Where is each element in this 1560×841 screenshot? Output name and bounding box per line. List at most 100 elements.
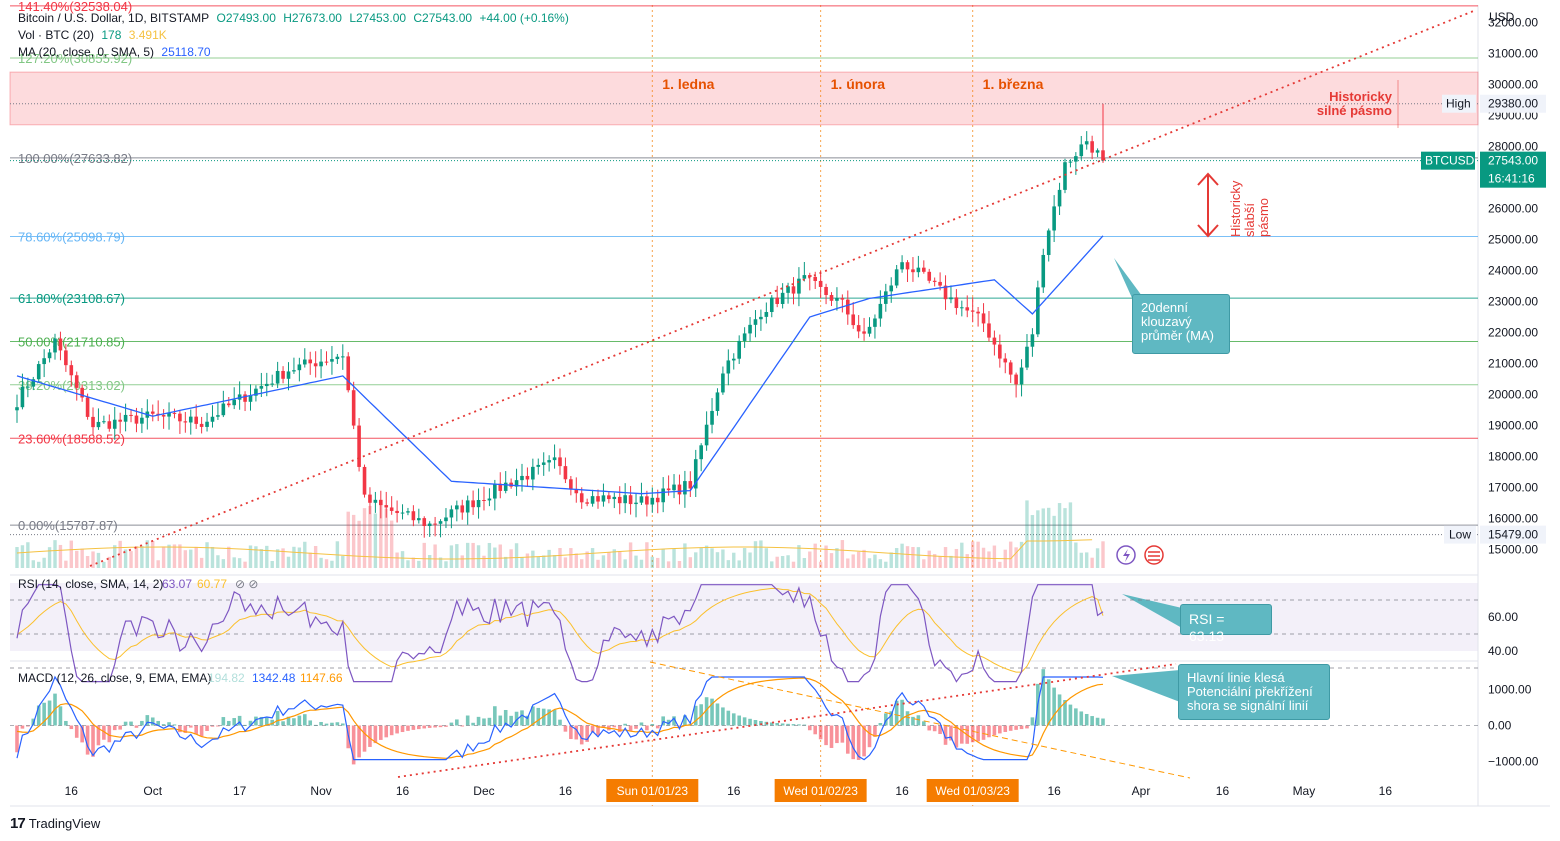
macd-histogram-bar bbox=[1068, 704, 1073, 726]
macd-histogram-bar bbox=[444, 725, 448, 727]
candle-body bbox=[26, 386, 30, 388]
volume-bar bbox=[476, 545, 481, 568]
candle-body bbox=[270, 383, 275, 385]
macd-histogram-bar bbox=[20, 725, 25, 729]
tradingview-logo-icon[interactable]: 17 bbox=[10, 815, 26, 832]
volume-bar bbox=[742, 548, 747, 568]
candle-body bbox=[563, 466, 568, 480]
volume-bar bbox=[53, 540, 57, 568]
candle-body bbox=[628, 495, 633, 505]
volume-bar bbox=[411, 557, 416, 568]
candle-body bbox=[449, 509, 454, 518]
volume-bar bbox=[1085, 552, 1089, 568]
volume-bar bbox=[607, 552, 611, 568]
volume-bar bbox=[661, 549, 665, 568]
macd-histogram-bar bbox=[753, 720, 758, 726]
volume-bar bbox=[20, 545, 25, 568]
macd-histogram-bar bbox=[330, 722, 334, 726]
volume-bar bbox=[379, 505, 383, 568]
candle-body bbox=[493, 483, 497, 499]
volume-bar bbox=[460, 555, 464, 568]
candle-body bbox=[818, 280, 823, 287]
macd-histogram-bar bbox=[482, 718, 486, 726]
time-axis-tick: 16 bbox=[895, 784, 909, 798]
macd-histogram-bar bbox=[281, 721, 285, 726]
macd-histogram-bar bbox=[178, 725, 182, 733]
macd-histogram-bar bbox=[612, 725, 617, 728]
time-axis-tick: Apr bbox=[1132, 784, 1151, 798]
volume-value: 178 bbox=[101, 28, 122, 42]
ma-indicator-name[interactable]: MA (20, close, 0, SMA, 5) bbox=[18, 45, 155, 59]
fib-level-label: 100.00%(27633.82) bbox=[18, 151, 132, 166]
candle-body bbox=[96, 421, 101, 428]
candle-body bbox=[210, 416, 215, 422]
ma-callout: 20denní klouzavý průměr (MA) bbox=[1132, 294, 1230, 354]
candle-body bbox=[726, 360, 731, 374]
date-highlight-label: Sun 01/01/23 bbox=[617, 784, 689, 798]
macd-histogram-bar bbox=[927, 725, 932, 731]
macd-title: MACD (12, 26, close, 9, EMA, EMA) bbox=[18, 671, 211, 685]
candle-body bbox=[525, 475, 530, 480]
candle-body bbox=[91, 416, 95, 428]
macd-main-line bbox=[16, 675, 1104, 761]
time-axis-tick: May bbox=[1293, 784, 1316, 798]
price-axis-tick: 25000.00 bbox=[1488, 233, 1538, 247]
macd-histogram-bar bbox=[259, 716, 264, 726]
macd-histogram-bar bbox=[1014, 725, 1018, 730]
volume-bar bbox=[384, 508, 388, 568]
volume-bar bbox=[840, 540, 845, 568]
candle-body bbox=[970, 310, 975, 312]
volume-bar bbox=[780, 556, 785, 568]
candle-body bbox=[710, 410, 714, 425]
candle-body bbox=[769, 297, 774, 312]
macd-histogram-bar bbox=[210, 725, 215, 727]
macd-histogram-bar bbox=[183, 725, 188, 733]
low-tag-bg bbox=[1444, 525, 1476, 544]
candle-body bbox=[395, 510, 399, 514]
macd-histogram-bar bbox=[47, 700, 52, 726]
candle-body bbox=[786, 286, 790, 293]
volume-bars bbox=[15, 500, 1105, 568]
volume-ma-line bbox=[16, 539, 1093, 560]
footer-brand[interactable]: TradingView bbox=[28, 816, 101, 831]
candle-body bbox=[878, 303, 883, 319]
macd-histogram-bar bbox=[411, 725, 416, 730]
candle-body bbox=[216, 415, 220, 417]
candle-body bbox=[460, 505, 465, 513]
volume-bar bbox=[1019, 541, 1024, 568]
candle-body bbox=[150, 411, 155, 414]
volume-bar bbox=[248, 545, 253, 568]
volume-bar bbox=[547, 549, 551, 568]
moving-average-line bbox=[16, 235, 1104, 495]
macd-signal-value: 1147.66 bbox=[300, 671, 343, 685]
volume-bar bbox=[400, 551, 405, 568]
volume-bar bbox=[943, 547, 948, 568]
symbol-tag-bg bbox=[1421, 151, 1475, 170]
volume-bar bbox=[628, 542, 633, 568]
candle-body bbox=[884, 291, 888, 304]
volume-bar bbox=[145, 540, 150, 568]
time-axis-tick: Nov bbox=[310, 784, 331, 798]
macd-histogram-bar bbox=[797, 724, 801, 726]
volume-bar bbox=[808, 551, 812, 568]
volume-bar bbox=[129, 551, 133, 568]
volume-indicator-name[interactable]: Vol · BTC (20) bbox=[18, 28, 95, 42]
volume-bar bbox=[324, 559, 329, 568]
macd-histogram-bar bbox=[922, 721, 926, 726]
volume-bar bbox=[732, 552, 736, 568]
volume-bar bbox=[275, 549, 280, 568]
macd-histogram-bar bbox=[1101, 718, 1105, 726]
high-value: H27673.00 bbox=[283, 11, 342, 25]
candle-body bbox=[15, 407, 19, 411]
volume-bar bbox=[504, 556, 508, 568]
symbol-name[interactable]: Bitcoin / U.S. Dollar, 1D, BITSTAMP bbox=[18, 11, 210, 25]
macd-histogram-bar bbox=[85, 725, 90, 755]
candle-body bbox=[308, 359, 313, 364]
candle-body bbox=[552, 457, 557, 461]
macd-histogram-bar bbox=[1057, 694, 1062, 726]
macd-histogram-bar bbox=[884, 713, 888, 726]
lightning-glyph-icon bbox=[1123, 549, 1130, 562]
low-value-label: 15479.00 bbox=[1488, 528, 1538, 542]
low-value: L27453.00 bbox=[349, 11, 407, 25]
